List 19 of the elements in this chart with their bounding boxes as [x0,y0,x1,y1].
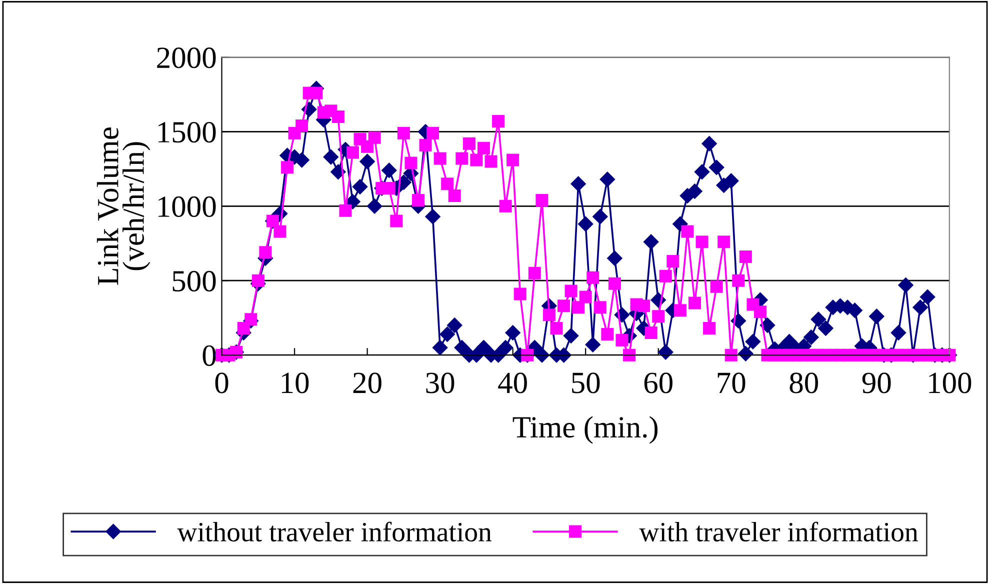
y-tick-label: 0 [202,345,216,366]
x-tick-label: 30 [426,372,454,394]
legend-label: without traveler information [177,522,492,542]
x-tick-label: 90 [862,372,891,394]
x-tick-label: 60 [644,372,672,394]
x-tick-label: 50 [572,372,600,394]
y-tick-label: 1000 [158,196,216,218]
y-tick-label: 2000 [157,48,216,68]
y-tick-label: 500 [172,270,216,292]
legend-label: with traveler information [639,522,918,542]
y-axis-title: Link Volume (veh/hr/ln) [96,128,150,285]
x-tick-label: 100 [929,372,972,394]
x-tick-label: 20 [353,372,382,394]
x-axis-title: Time (min.) [512,416,658,444]
x-tick-label: 10 [282,372,309,394]
x-tick-label: 80 [790,372,818,394]
x-tick-label: 70 [718,372,746,394]
x-tick-label: 40 [498,372,527,394]
y-tick-label: 1500 [158,122,216,143]
